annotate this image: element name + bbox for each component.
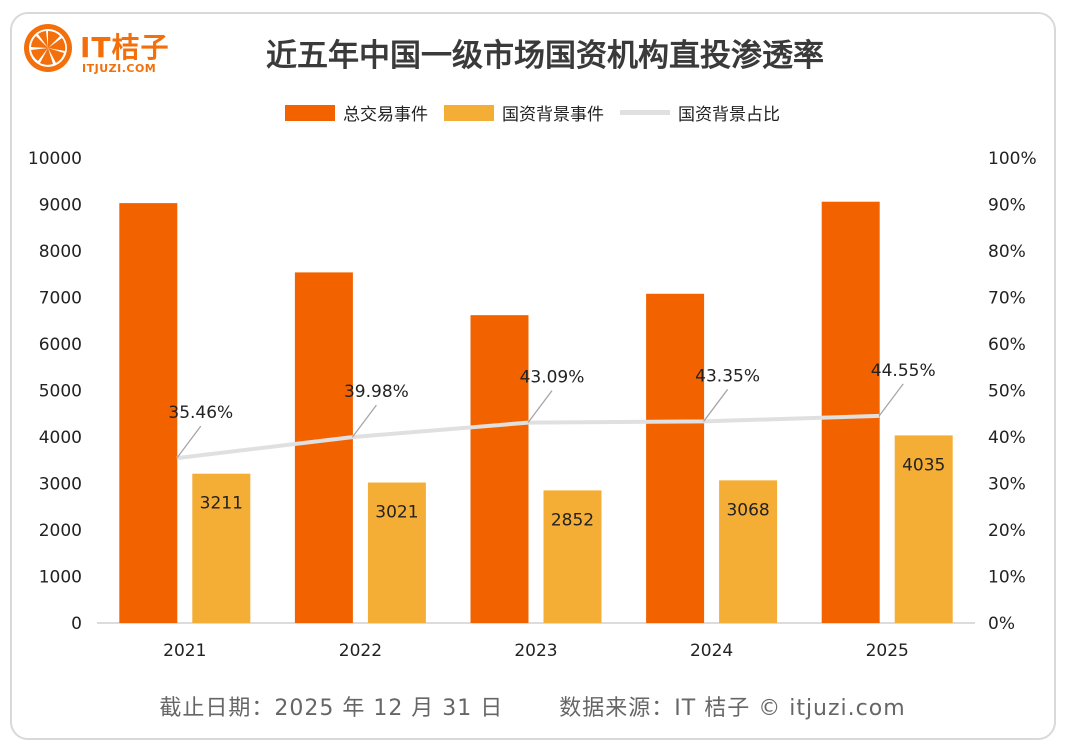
y-right-tick-label: 10% — [988, 568, 1026, 588]
y-left-tick-label: 10000 — [28, 149, 82, 169]
x-tick-label: 2021 — [163, 641, 206, 661]
bar-total-events — [646, 293, 705, 623]
x-tick-label: 2023 — [514, 641, 557, 661]
ratio-value-label: 44.55% — [871, 361, 936, 381]
orange-slice-icon — [24, 24, 72, 72]
bar-total-events — [294, 272, 353, 623]
footer-date: 截止日期：2025 年 12 月 31 日 — [159, 696, 504, 721]
ratio-value-label: 39.98% — [344, 382, 409, 402]
legend-item-state: 国资背景事件 — [444, 100, 604, 125]
bar-state-value-label: 2852 — [551, 510, 594, 530]
x-tick-label: 2025 — [866, 641, 909, 661]
y-left-tick-label: 5000 — [39, 382, 82, 402]
y-right-tick-label: 80% — [988, 242, 1026, 262]
bar-state-events — [719, 480, 778, 623]
x-tick-label: 2022 — [339, 641, 382, 661]
y-right-tick-label: 0% — [988, 614, 1015, 634]
ratio-value-label: 35.46% — [168, 403, 233, 423]
y-right-tick-label: 90% — [988, 196, 1026, 216]
ratio-leader-line — [878, 383, 904, 417]
y-left-tick-label: 2000 — [39, 521, 82, 541]
y-right-tick-label: 20% — [988, 521, 1026, 541]
legend: 总交易事件 国资背景事件 国资背景占比 — [0, 100, 1065, 125]
ratio-value-label: 43.35% — [695, 366, 760, 386]
y-right-tick-label: 70% — [988, 289, 1026, 309]
bar-total-events — [821, 201, 880, 623]
legend-label-state: 国资背景事件 — [502, 105, 604, 125]
ratio-leader-line — [351, 404, 377, 438]
y-right-tick-label: 100% — [988, 149, 1037, 169]
legend-label-ratio: 国资背景占比 — [678, 105, 780, 125]
y-right-tick-label: 60% — [988, 335, 1026, 355]
chart-card — [10, 12, 1056, 740]
y-left-tick-label: 4000 — [39, 428, 82, 448]
legend-swatch-state — [444, 104, 494, 121]
y-left-tick-label: 6000 — [39, 335, 82, 355]
bar-state-events — [543, 490, 602, 623]
bar-state-value-label: 3021 — [375, 503, 418, 523]
y-left-tick-label: 3000 — [39, 475, 82, 495]
ratio-leader-line — [703, 389, 729, 422]
legend-item-total: 总交易事件 — [285, 100, 428, 125]
legend-swatch-total — [285, 104, 335, 121]
bar-state-events — [367, 482, 426, 623]
y-right-tick-label: 30% — [988, 475, 1026, 495]
x-tick-label: 2024 — [690, 641, 733, 661]
legend-swatch-ratio — [620, 110, 670, 115]
ratio-value-label: 43.09% — [520, 368, 585, 388]
y-left-tick-label: 8000 — [39, 242, 82, 262]
y-right-tick-label: 40% — [988, 428, 1026, 448]
bar-state-events — [192, 473, 251, 623]
bar-state-events — [894, 435, 953, 623]
y-left-tick-label: 0 — [71, 614, 82, 634]
footer-source: 数据来源：IT 桔子 © itjuzi.com — [559, 696, 906, 721]
logo-name: IT桔子 — [80, 31, 170, 64]
y-left-tick-label: 7000 — [39, 289, 82, 309]
legend-label-total: 总交易事件 — [343, 105, 428, 125]
y-right-tick-label: 50% — [988, 382, 1026, 402]
logo-domain: ITJUZI.COM — [82, 62, 157, 75]
bar-total-events — [119, 203, 178, 624]
chart-title: 近五年中国一级市场国资机构直投渗透率 — [266, 38, 824, 74]
y-left-tick-label: 1000 — [39, 568, 82, 588]
bar-total-events — [470, 315, 529, 623]
bar-state-value-label: 3068 — [726, 500, 769, 520]
y-left-tick-label: 9000 — [39, 196, 82, 216]
ratio-leader-line — [527, 390, 553, 424]
bar-state-value-label: 4035 — [902, 455, 945, 475]
legend-item-ratio: 国资背景占比 — [620, 100, 780, 125]
itjuzi-logo: IT桔子 ITJUZI.COM — [22, 22, 172, 78]
ratio-leader-line — [176, 425, 202, 459]
footer: 截止日期：2025 年 12 月 31 日 数据来源：IT 桔子 © itjuz… — [0, 690, 1065, 722]
bar-state-value-label: 3211 — [200, 494, 243, 514]
